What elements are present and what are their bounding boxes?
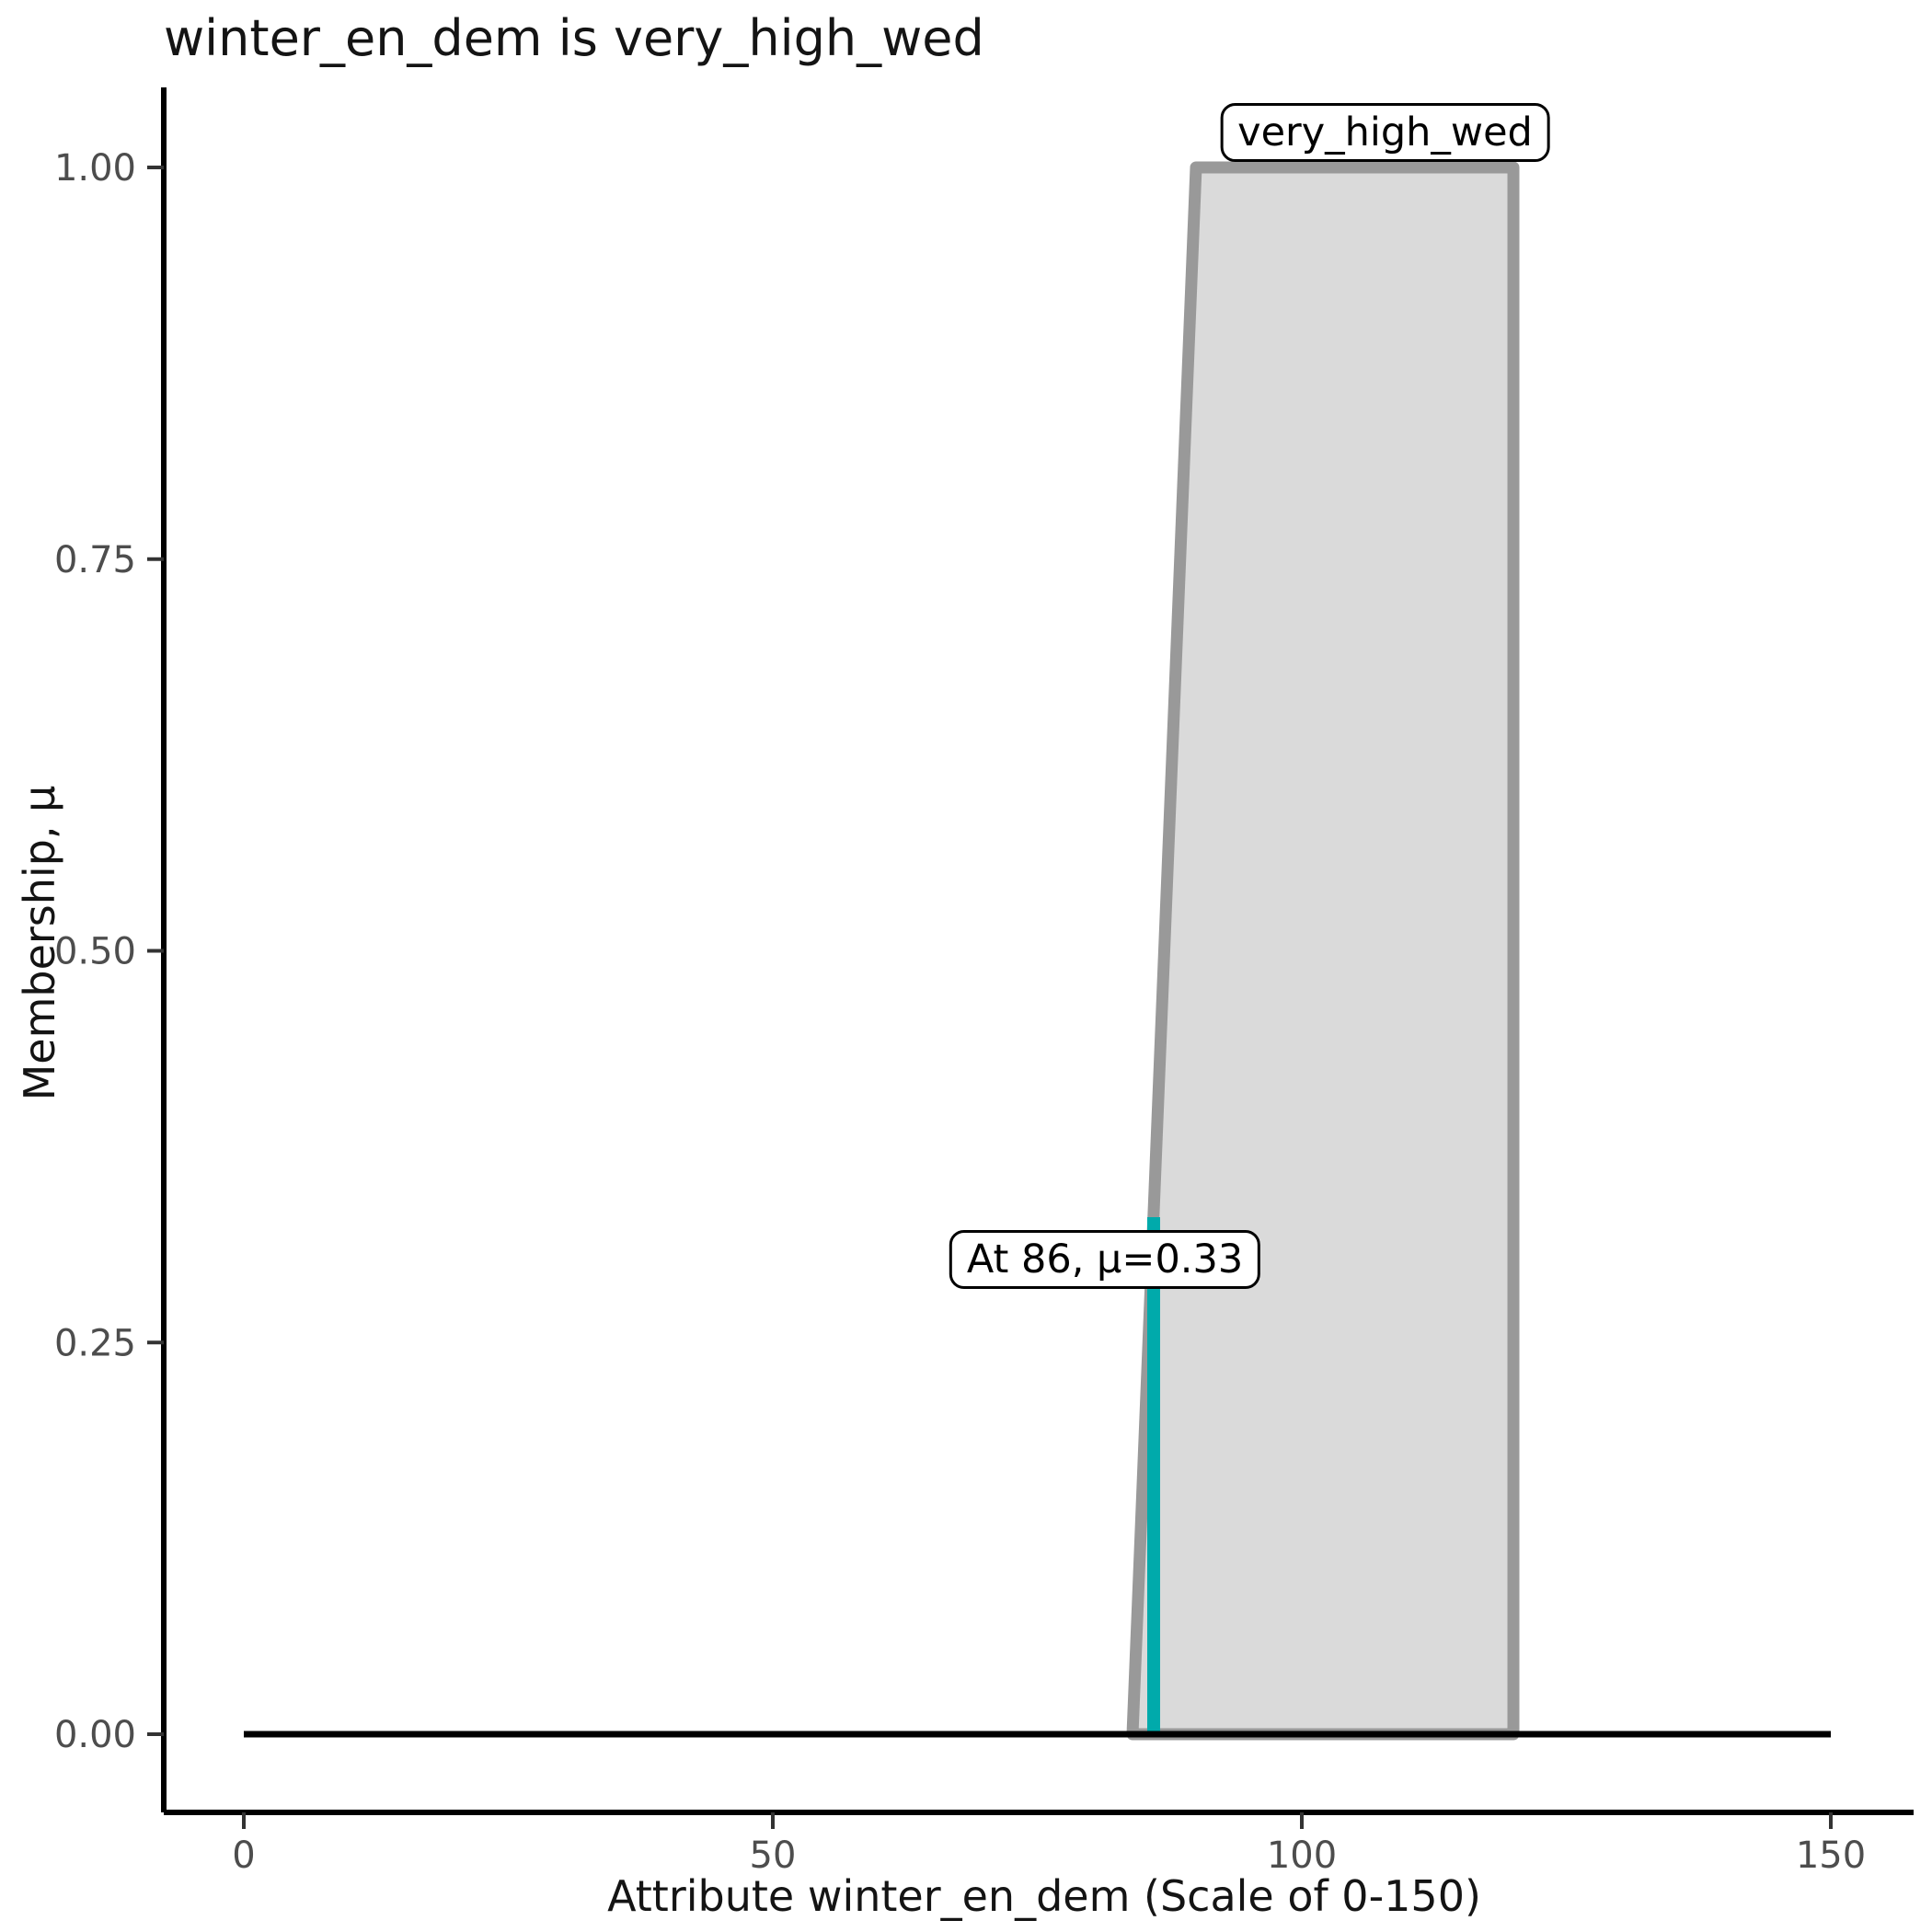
y-tick-label: 0.50 <box>54 931 136 973</box>
set-name-label: very_high_wed <box>1220 103 1550 162</box>
y-tick-label: 0.75 <box>54 539 136 581</box>
x-tick-label: 150 <box>1796 1834 1866 1877</box>
x-tick-label: 0 <box>232 1834 255 1877</box>
x-axis-title: Attribute winter_en_dem (Scale of 0-150) <box>607 1871 1481 1921</box>
membership-polygon <box>1126 161 1520 1741</box>
y-tick-label: 0.00 <box>54 1714 136 1756</box>
x-tick-label: 100 <box>1267 1834 1337 1877</box>
marker-value-label: At 86, μ=0.33 <box>949 1230 1261 1289</box>
y-axis-title: Membership, μ <box>15 785 64 1101</box>
x-tick-label: 50 <box>750 1834 797 1877</box>
y-tick-label: 0.25 <box>54 1322 136 1364</box>
chart-title: winter_en_dem is very_high_wed <box>164 9 984 67</box>
y-tick-label: 1.00 <box>54 147 136 190</box>
